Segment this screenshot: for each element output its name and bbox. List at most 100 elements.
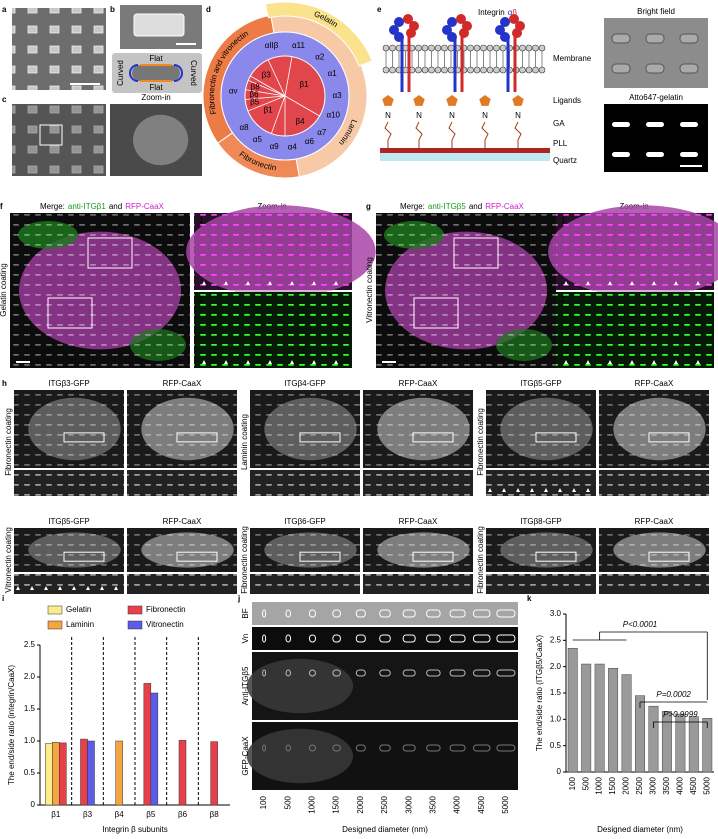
nanobar-itg [449, 669, 466, 677]
diameter-label: 2500 [380, 795, 389, 813]
coating-label: Vitronectin coating [4, 527, 13, 593]
arrowhead [114, 586, 118, 590]
inset-box [63, 551, 105, 562]
panel-letter: g [366, 202, 371, 211]
x-axis-title: Designed diameter (nm) [597, 825, 683, 834]
channel-title: ITGβ5-GFP [48, 517, 90, 526]
lipid-head [473, 66, 481, 74]
lipid-head [493, 66, 500, 74]
inset-number: 1 [199, 216, 204, 225]
legend-swatch [47, 620, 63, 630]
nanobar-caax [449, 744, 466, 752]
inset-number: 2 [561, 295, 566, 304]
x-tick-label: 3000 [649, 776, 658, 794]
nanobar-bf [449, 609, 466, 618]
x-tick-label: 4000 [675, 776, 684, 794]
diameter-label: 4000 [453, 795, 462, 813]
legend-label: Vitronectin [146, 620, 184, 629]
micrograph [599, 528, 709, 572]
lipid-head [428, 44, 435, 52]
lipid-head [447, 66, 455, 74]
legend-label: Gelatin [66, 605, 91, 614]
bar [581, 663, 592, 773]
y-tick-label: 0.5 [550, 741, 562, 750]
arrowhead [564, 281, 568, 285]
lipid-head [525, 66, 533, 74]
channel-title: ITGβ8-GFP [520, 517, 562, 526]
beta-label: β5 [250, 98, 260, 107]
beta-domain [512, 28, 522, 38]
inset-box [176, 432, 218, 443]
divider [284, 56, 293, 97]
divider [267, 59, 286, 97]
diameter-label: 1000 [308, 795, 317, 813]
alpha-domain [500, 17, 510, 27]
bar [143, 683, 152, 806]
arrowhead [100, 586, 104, 590]
linker [514, 121, 522, 148]
image-bg [604, 104, 708, 172]
nanobar-bf [379, 609, 391, 618]
array-pattern [127, 574, 237, 594]
x-tick-label: β4 [115, 810, 125, 819]
bar [150, 692, 159, 806]
lipid-head [519, 44, 526, 52]
ligand [413, 95, 425, 106]
x-axis-title: Integrin β subunits [102, 825, 168, 834]
pll-layer [380, 148, 550, 153]
diameter-label: 4500 [477, 795, 486, 813]
inset-box [63, 432, 105, 443]
micrograph [604, 104, 708, 172]
nanobar-caax [379, 744, 391, 752]
micrograph [14, 574, 124, 594]
lipid-head [467, 66, 474, 74]
channel-title: RFP-CaaX [163, 379, 202, 388]
panel-letter: f [0, 202, 3, 211]
bar [567, 647, 578, 773]
alpha-label: α1 [328, 69, 338, 78]
nanobar-itg [402, 669, 416, 677]
bar [210, 741, 218, 806]
bar [702, 718, 713, 773]
nanobar-fluor [612, 152, 630, 157]
cell [246, 728, 354, 784]
divider [250, 75, 286, 97]
array-pattern [12, 8, 106, 90]
panel-letter: e [377, 5, 382, 14]
arrowhead [558, 488, 562, 492]
nanobar-caax [262, 744, 267, 752]
x-tick-label: 100 [568, 776, 577, 790]
micrograph [363, 574, 473, 594]
arrowhead [608, 360, 612, 364]
micrograph [252, 627, 518, 650]
lipid-head [532, 66, 539, 74]
micrograph [127, 528, 237, 572]
alpha-domain [389, 25, 399, 35]
cell [246, 658, 354, 714]
micrograph [376, 213, 556, 368]
lipid-head [473, 44, 481, 52]
lipid-head [480, 44, 487, 52]
nanobar-vn [426, 634, 441, 643]
nanobar-fluor [680, 122, 698, 127]
alpha-domain [447, 17, 457, 27]
ligand [382, 95, 394, 106]
arrowhead [674, 360, 678, 364]
lipid-head [499, 44, 507, 52]
y-axis-title: The end/side ratio (ITGβ5/CaaX) [535, 635, 544, 752]
coating-label: Fibronectin coating [476, 408, 485, 476]
inset-box [299, 551, 341, 562]
micrograph [127, 574, 237, 594]
micrograph [250, 528, 360, 572]
alpha-domain [394, 17, 404, 27]
nanobar-bf [496, 609, 516, 618]
micrograph [10, 213, 190, 368]
micrograph [486, 528, 596, 572]
beta-domain [456, 14, 466, 24]
x-tick-label: 3500 [662, 776, 671, 794]
arrowhead [530, 488, 534, 492]
integrin-word: Integrin [478, 8, 505, 17]
nanobar-bf [645, 33, 665, 44]
arrowhead [334, 360, 338, 364]
beta-domain [406, 28, 416, 38]
